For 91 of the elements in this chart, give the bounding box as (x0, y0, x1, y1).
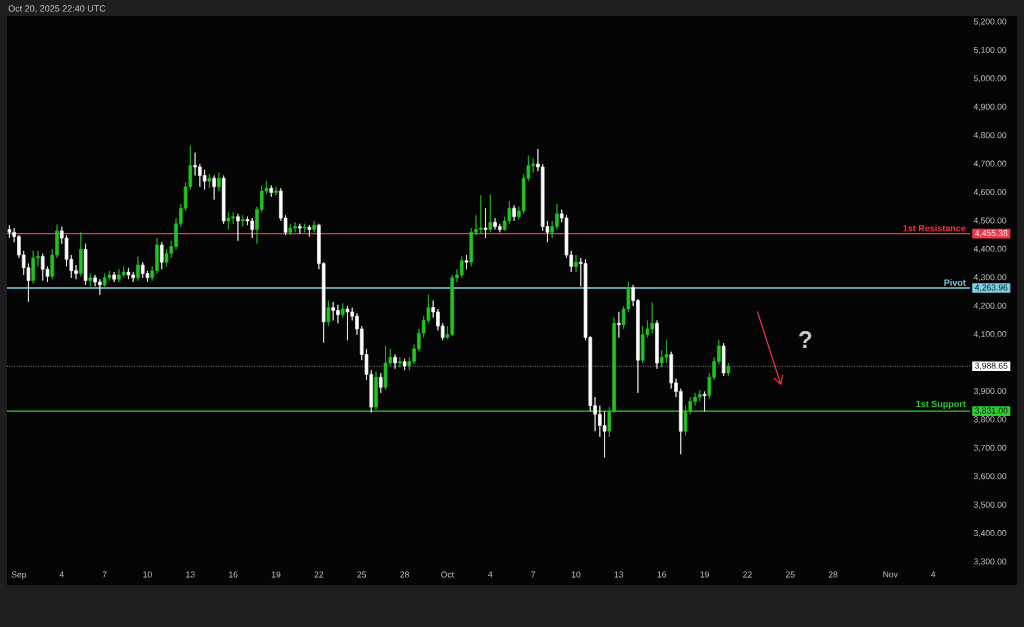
x-tick-label: 28 (828, 571, 838, 578)
x-tick-label: 28 (400, 571, 409, 578)
candlestick (340, 303, 345, 318)
x-tick-label: 19 (271, 571, 281, 578)
candlestick (212, 175, 216, 200)
x-tick-label: Nov (883, 571, 898, 578)
annotation: 4,455.38 (974, 230, 1008, 238)
candlestick (512, 204, 516, 222)
candlestick (379, 372, 383, 394)
x-tick-label: 19 (700, 571, 709, 578)
candlestick (464, 254, 469, 270)
x-tick-label: 13 (186, 571, 195, 578)
candlestick (402, 358, 407, 371)
y-tick-label: 3,300.00 (973, 558, 1007, 566)
x-tick-label: 25 (785, 571, 795, 578)
x-tick-label: 4 (59, 571, 64, 578)
candlestick (483, 207, 488, 239)
candlestick (7, 224, 12, 239)
x-tick-label: Oct (441, 571, 454, 578)
candlestick (159, 241, 164, 270)
candlestick (269, 185, 274, 198)
candlestick (345, 305, 350, 341)
candlestick (274, 186, 278, 196)
x-tick-label: 10 (571, 571, 581, 578)
candlestick (79, 231, 83, 277)
candlestick (226, 212, 231, 230)
candlestick (88, 273, 93, 287)
candlestick (112, 271, 116, 283)
x-tick-label: 16 (229, 571, 238, 578)
candlestick (288, 223, 293, 236)
candlestick (617, 311, 621, 338)
y-tick-label: 4,700.00 (973, 160, 1007, 168)
x-tick-label: 7 (531, 571, 536, 578)
y-tick-label: 4,400.00 (973, 245, 1007, 253)
candlestick (312, 220, 316, 233)
y-tick-label: 4,500.00 (973, 217, 1007, 225)
annotation: 3,988.65 (975, 362, 1008, 370)
annotation: ? (799, 331, 812, 348)
x-tick-label: 22 (314, 571, 324, 578)
candlestick (726, 362, 731, 377)
y-tick-label: 4,200.00 (973, 302, 1007, 310)
candlestick (240, 214, 245, 227)
annotation: 4,263.96 (974, 284, 1008, 292)
candlestick (398, 357, 402, 368)
ref-line-label: 1st Support (916, 400, 966, 409)
candlestick (459, 256, 464, 279)
annotation: 3,831.00 (975, 407, 1008, 415)
candlestick (121, 266, 126, 279)
candlestick (236, 213, 240, 242)
candlestick (488, 194, 493, 233)
ref-line-label: 1st Resistance (903, 224, 966, 232)
text: Oct 20, 2025 22:40 UTC (8, 5, 106, 13)
candlestick (207, 173, 212, 189)
x-tick-label: 22 (743, 571, 752, 578)
candlestick (383, 345, 388, 391)
y-tick-label: 5,100.00 (973, 46, 1007, 54)
x-tick-label: 4 (930, 571, 936, 578)
candlestick (302, 223, 307, 233)
y-tick-label: 3,700.00 (973, 444, 1007, 452)
x-tick-label: 16 (657, 571, 667, 578)
y-tick-label: 3,600.00 (973, 473, 1007, 481)
x-tick-label: 10 (143, 571, 152, 578)
candlestick (126, 267, 131, 280)
candlestick (307, 224, 312, 237)
candlestick (298, 223, 302, 235)
y-tick-label: 5,000.00 (973, 75, 1007, 83)
candlestick (574, 254, 578, 273)
x-tick-label: Sep (11, 571, 27, 580)
y-tick-label: 4,900.00 (973, 103, 1007, 111)
y-tick-label: 4,600.00 (973, 189, 1007, 197)
ref-line-label: Pivot (944, 279, 966, 286)
y-tick-label: 3,400.00 (973, 530, 1007, 538)
x-tick-label: 25 (357, 571, 367, 578)
y-tick-label: 3,900.00 (973, 387, 1007, 395)
x-tick-label: 4 (488, 571, 493, 578)
y-tick-label: 4,300.00 (973, 274, 1007, 282)
x-tick-label: 13 (614, 571, 624, 578)
candlestick (136, 256, 140, 281)
y-tick-label: 4,800.00 (973, 132, 1007, 140)
candlestick (83, 243, 88, 286)
candlestick (664, 339, 669, 364)
candlestick (102, 273, 107, 289)
y-tick-label: 4,100.00 (973, 331, 1007, 339)
candlestick (217, 172, 221, 192)
y-tick-label: 3,800.00 (973, 416, 1007, 424)
candlestick (221, 175, 226, 225)
y-tick-label: 5,200.00 (973, 18, 1007, 26)
y-tick-label: 3,500.00 (973, 501, 1007, 509)
x-tick-label: 7 (102, 571, 107, 578)
candlestick (326, 300, 331, 327)
candlestick (702, 391, 707, 412)
